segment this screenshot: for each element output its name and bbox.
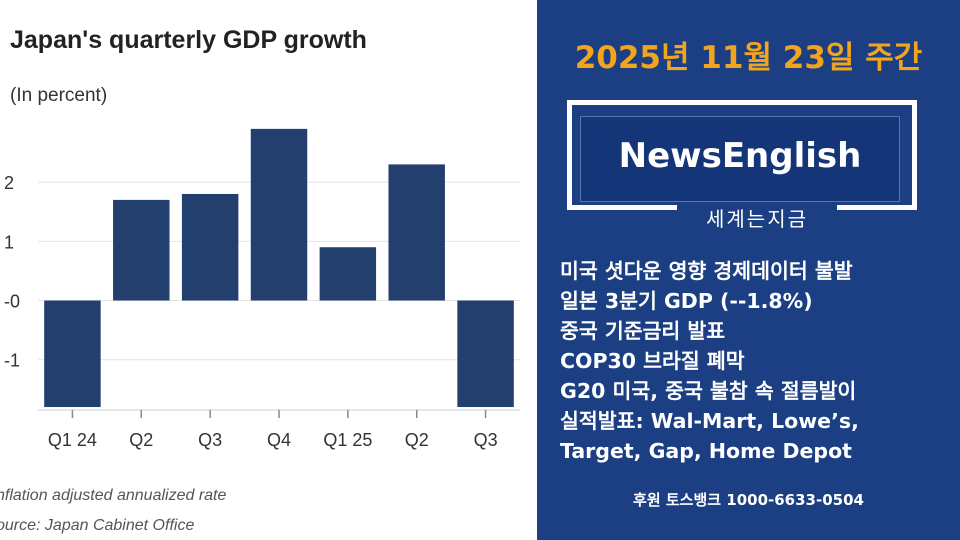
chart-subtitle: (In percent) [10,85,107,106]
headline-item: G20 미국, 중국 불참 속 절름발이 [560,379,857,403]
headline-item: 중국 기준금리 발표 [560,319,726,343]
x-tick-label: Q2 [405,430,429,450]
news-panel: 2025년 11월 23일 주간 NewsEnglish 세계는지금 미국 셧다… [537,0,960,540]
chart-footnote-1: nflation adjusted annualized rate [0,487,226,504]
headline-list: 미국 셧다운 영향 경제데이터 불발 일본 3분기 GDP (--1.8%) 중… [560,256,955,466]
y-tick-label: -1 [4,351,20,371]
week-date: 2025년 11월 23일 주간 [574,40,923,76]
headline-item: 일본 3분기 GDP (--1.8%) [560,289,813,313]
y-tick-label: -0 [4,292,20,312]
headline-item: 미국 셧다운 영향 경제데이터 불발 [560,259,853,283]
headline-item: 실적발표: Wal-Mart, Lowe’s, [560,409,859,433]
bar [113,199,170,301]
x-tick-label: Q1 25 [323,430,372,450]
x-tick-label: Q3 [198,430,222,450]
x-tick-label: Q4 [267,430,291,450]
brand-box [580,116,900,202]
bar [181,193,239,301]
x-tick-label: Q2 [129,430,153,450]
headline-item: COP30 브라질 폐막 [560,349,745,373]
y-tick-label: 1 [4,232,14,252]
bar [388,164,445,301]
x-tick-label: Q1 24 [48,430,97,450]
chart-panel: Japan's quarterly GDP growth (In percent… [0,26,520,534]
headline-item: Target, Gap, Home Depot [560,439,852,463]
bar [44,300,101,408]
brand-subtitle: 세계는지금 [677,203,837,232]
chart-footnote-2: ource: Japan Cabinet Office [0,517,194,534]
brand-title: NewsEnglish [618,136,862,176]
x-tick-label: Q3 [474,430,498,450]
bar [250,128,308,301]
bar [457,300,514,408]
gdp-chart: Japan's quarterly GDP growth (In percent… [0,26,520,534]
bar [319,247,377,301]
chart-title: Japan's quarterly GDP growth [10,26,367,54]
y-tick-label: 2 [4,173,14,193]
sponsor-line: 후원 토스뱅크 1000-6633-0504 [633,491,864,509]
